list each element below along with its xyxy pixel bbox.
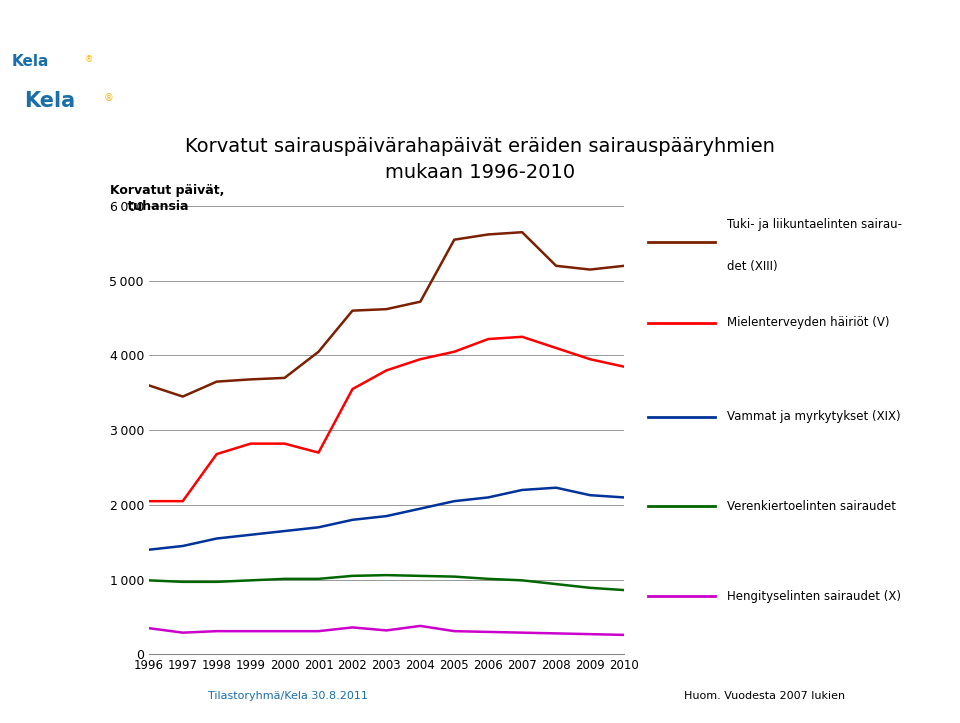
Text: Hengityselinten sairaudet (X): Hengityselinten sairaudet (X) xyxy=(727,589,900,602)
Text: Verenkiertoelinten sairaudet: Verenkiertoelinten sairaudet xyxy=(727,500,896,513)
Text: Mielenterveyden häiriöt (V): Mielenterveyden häiriöt (V) xyxy=(727,316,889,329)
Text: Tilastoryhmä/Kela 30.8.2011: Tilastoryhmä/Kela 30.8.2011 xyxy=(208,691,368,701)
Text: det (XIII): det (XIII) xyxy=(727,260,778,273)
Text: mukaan 1996-2010: mukaan 1996-2010 xyxy=(385,163,575,181)
Text: Huom. Vuodesta 2007 lukien: Huom. Vuodesta 2007 lukien xyxy=(684,691,845,701)
Text: ®: ® xyxy=(104,93,113,103)
Text: Korvatut päivät,: Korvatut päivät, xyxy=(110,184,225,197)
Text: tuhansia: tuhansia xyxy=(110,200,189,213)
Text: Tuki- ja liikuntaelinten sairau-: Tuki- ja liikuntaelinten sairau- xyxy=(727,218,901,231)
Text: ®: ® xyxy=(84,55,93,64)
Text: Vammat ja myrkytykset (XIX): Vammat ja myrkytykset (XIX) xyxy=(727,410,900,423)
Text: Kela: Kela xyxy=(24,91,75,111)
Text: Kela: Kela xyxy=(12,54,49,69)
Text: Korvatut sairauspäivärahapäivät eräiden sairauspääryhmien: Korvatut sairauspäivärahapäivät eräiden … xyxy=(185,137,775,156)
